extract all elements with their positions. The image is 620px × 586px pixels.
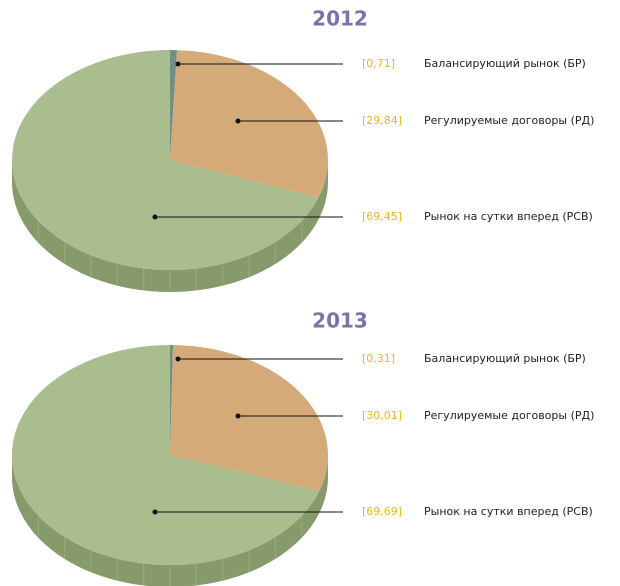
pie-slice (170, 50, 328, 198)
value-label: [0,31] (362, 352, 395, 365)
leader-dot (152, 214, 158, 220)
value-label: [29,84] (362, 114, 402, 127)
legend-label: Регулируемые договоры (РД) (424, 114, 594, 127)
legend-label: Регулируемые договоры (РД) (424, 409, 594, 422)
chart-title: 2013 (312, 309, 368, 333)
value-label: [0,71] (362, 57, 395, 70)
leader-dot (235, 413, 241, 419)
pie-slice (170, 50, 178, 160)
leader-dot (175, 356, 181, 362)
value-label: [69,45] (362, 210, 402, 223)
legend-label: Балансирующий рынок (БР) (424, 57, 586, 70)
legend-label: Рынок на сутки вперед (РСВ) (424, 505, 593, 518)
value-label: [69,69] (362, 505, 402, 518)
pie-slice (170, 345, 328, 492)
legend-label: Балансирующий рынок (БР) (424, 352, 586, 365)
pie-slice (12, 50, 319, 270)
leader-dot (235, 118, 241, 124)
leader-dot (175, 61, 181, 67)
legend-label: Рынок на сутки вперед (РСВ) (424, 210, 593, 223)
chart-title: 2012 (312, 7, 368, 31)
pie-slice (170, 345, 174, 455)
value-label: [30,01] (362, 409, 402, 422)
pie-slice (11, 345, 320, 565)
leader-dot (152, 509, 158, 515)
